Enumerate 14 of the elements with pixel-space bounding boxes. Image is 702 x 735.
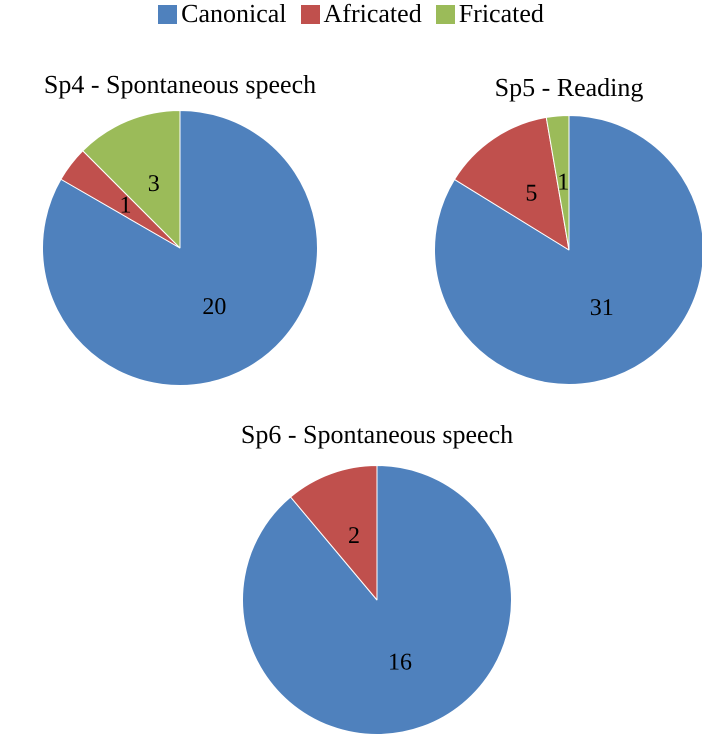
- data-label: 1: [119, 192, 132, 218]
- legend-label: Fricated: [458, 0, 544, 28]
- data-label: 3: [148, 170, 160, 197]
- chart-title: Sp6 - Spontaneous speech: [240, 420, 514, 450]
- data-label: 16: [388, 649, 412, 676]
- legend-label: Africated: [324, 0, 422, 28]
- text: Sp4 - Spontaneous speech: [44, 70, 316, 100]
- data-label: 2: [348, 523, 360, 550]
- chart-title: Sp5 - Reading: [494, 73, 644, 103]
- data-label: 31: [590, 295, 614, 322]
- data-label: 5: [525, 180, 538, 207]
- legend-label: Canonical: [181, 0, 287, 28]
- data-label: 1: [557, 169, 570, 196]
- data-label: 20: [202, 294, 226, 320]
